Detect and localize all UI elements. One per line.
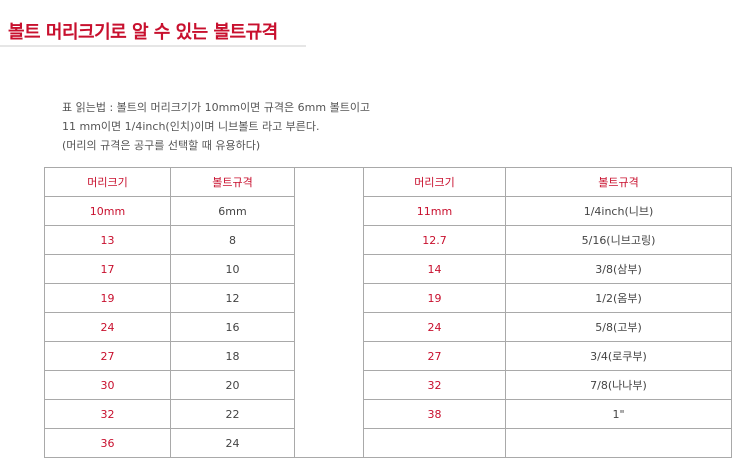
header-head-size: 머리크기 bbox=[363, 167, 506, 197]
table-row: 17 10 14 3/8(삼부) bbox=[44, 254, 732, 284]
bolt-spec-cell: 20 bbox=[170, 370, 295, 400]
bolt-spec-cell: 24 bbox=[170, 428, 295, 458]
table-header-row: 머리크기 볼트규격 머리크기 볼트규격 bbox=[44, 167, 732, 458]
bolt-spec-cell: 12 bbox=[170, 283, 295, 313]
head-size-cell: 12.7 bbox=[363, 225, 506, 255]
head-size-cell: 32 bbox=[363, 370, 506, 400]
head-size-cell: 19 bbox=[363, 283, 506, 313]
head-size-cell: 27 bbox=[44, 341, 171, 371]
head-size-cell: 14 bbox=[363, 254, 506, 284]
head-size-cell: 27 bbox=[363, 341, 506, 371]
description: 표 읽는법 : 볼트의 머리크기가 10mm이면 규격은 6mm 볼트이고 11… bbox=[62, 98, 370, 155]
table-row: 19 12 19 1/2(옴부) bbox=[44, 283, 732, 313]
head-size-cell: 13 bbox=[44, 225, 171, 255]
bolt-spec-cell: 7/8(나나부) bbox=[505, 370, 732, 400]
head-size-cell: 36 bbox=[44, 428, 171, 458]
table-row: 27 18 27 3/4(로쿠부) bbox=[44, 341, 732, 371]
table-row: 32 22 38 1" bbox=[44, 399, 732, 429]
page-title: 볼트 머리크기로 알 수 있는 볼트규격 bbox=[8, 22, 278, 43]
head-size-cell: 17 bbox=[44, 254, 171, 284]
bolt-spec-cell: 3/4(로쿠부) bbox=[505, 341, 732, 371]
table-spacer bbox=[294, 167, 364, 458]
header-bolt-spec: 볼트규격 bbox=[505, 167, 732, 197]
bolt-spec-cell: 10 bbox=[170, 254, 295, 284]
bolt-spec-cell: 3/8(삼부) bbox=[505, 254, 732, 284]
head-size-cell: 19 bbox=[44, 283, 171, 313]
head-size-cell: 24 bbox=[363, 312, 506, 342]
bolt-spec-cell: 1/4inch(니브) bbox=[505, 196, 732, 226]
description-line: 표 읽는법 : 볼트의 머리크기가 10mm이면 규격은 6mm 볼트이고 bbox=[62, 101, 371, 114]
bolt-spec-cell: 8 bbox=[170, 225, 295, 255]
bolt-spec-cell: 1" bbox=[505, 399, 732, 429]
table-row: 13 8 12.7 5/16(니브고링) bbox=[44, 225, 732, 255]
table-row: 10mm 6mm 11mm 1/4inch(니브) bbox=[44, 196, 732, 226]
table-row: 36 24 bbox=[44, 428, 732, 458]
bolt-spec-cell: 22 bbox=[170, 399, 295, 429]
description-line: (머리의 규격은 공구를 선택할 때 유용하다) bbox=[62, 139, 261, 152]
table-row: 24 16 24 5/8(고부) bbox=[44, 312, 732, 342]
head-size-cell: 38 bbox=[363, 399, 506, 429]
head-size-cell: 10mm bbox=[44, 196, 171, 226]
bolt-spec-cell: 18 bbox=[170, 341, 295, 371]
bolt-spec-cell bbox=[505, 428, 732, 458]
head-size-cell: 30 bbox=[44, 370, 171, 400]
bolt-spec-cell: 1/2(옴부) bbox=[505, 283, 732, 313]
head-size-cell: 11mm bbox=[363, 196, 506, 226]
header-bolt-spec: 볼트규격 bbox=[170, 167, 295, 197]
bolt-spec-cell: 5/8(고부) bbox=[505, 312, 732, 342]
bolt-spec-cell: 5/16(니브고링) bbox=[505, 225, 732, 255]
title-divider bbox=[0, 45, 306, 47]
bolt-spec-cell: 6mm bbox=[170, 196, 295, 226]
bolt-spec-cell: 16 bbox=[170, 312, 295, 342]
head-size-cell bbox=[363, 428, 506, 458]
head-size-cell: 24 bbox=[44, 312, 171, 342]
head-size-cell: 32 bbox=[44, 399, 171, 429]
bolt-size-table: 머리크기 볼트규격 머리크기 볼트규격 10mm 6mm 11mm 1/4inch(니브) 13… bbox=[44, 167, 732, 458]
description-line: 11 mm이면 1/4inch(인치)이며 니브볼트 라고 부른다. bbox=[62, 120, 320, 133]
table-row: 30 20 32 7/8(나나부) bbox=[44, 370, 732, 400]
header-head-size: 머리크기 bbox=[44, 167, 171, 197]
